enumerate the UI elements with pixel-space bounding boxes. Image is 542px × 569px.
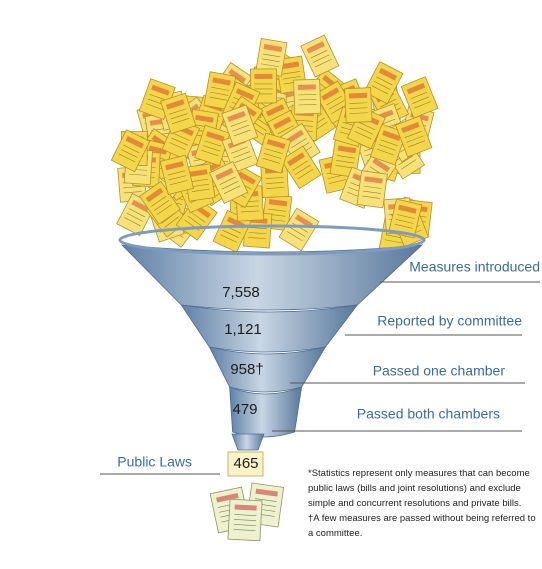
paper xyxy=(294,79,321,114)
value-label: 1,121 xyxy=(224,321,262,338)
bill-paper xyxy=(345,88,372,123)
funnel-spout xyxy=(232,434,264,450)
bill-pile xyxy=(111,35,438,253)
funnel-band xyxy=(209,347,325,392)
value-label: 465 xyxy=(233,455,258,472)
law-paper xyxy=(228,499,262,541)
stage-label: Measures introduced xyxy=(409,259,540,275)
infographic: 7,558 1,121 958† 479 465 Measures introduced R… xyxy=(0,0,542,569)
stage-label: Reported by committee xyxy=(377,313,522,329)
paper-stripe xyxy=(254,74,272,79)
paper-stripe xyxy=(298,84,316,90)
stage-label: Passed one chamber xyxy=(373,363,506,379)
bill-paper xyxy=(301,35,339,77)
value-label: 7,558 xyxy=(222,284,260,301)
funnel-band xyxy=(181,305,357,352)
bill-paper xyxy=(357,171,387,208)
paper xyxy=(345,88,372,123)
footnote: †A few measures are passed without being… xyxy=(308,511,540,541)
stage-label: Public Laws xyxy=(117,454,192,470)
value-label: 958† xyxy=(230,361,263,378)
paper xyxy=(357,171,387,208)
bill-paper xyxy=(294,79,321,114)
stage-label: Passed both chambers xyxy=(357,406,500,422)
value-label: 479 xyxy=(232,401,257,418)
footnotes: *Statistics represent only measures that… xyxy=(308,466,540,541)
paper xyxy=(301,35,339,77)
footnote: *Statistics represent only measures that… xyxy=(308,466,540,511)
paper-stripe xyxy=(349,93,367,99)
